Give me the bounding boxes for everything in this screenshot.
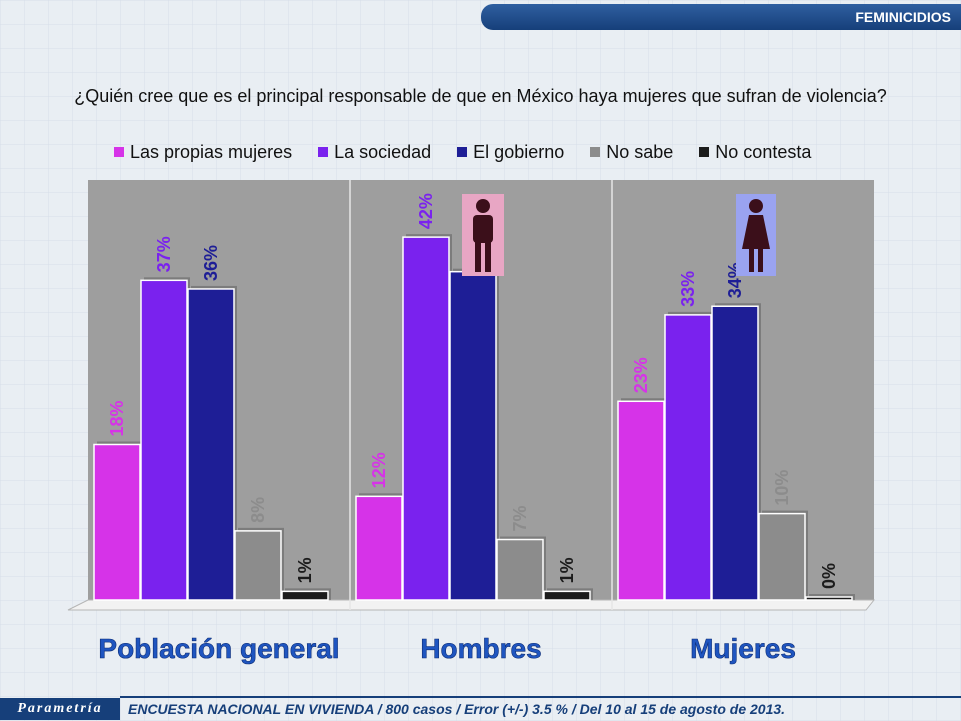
data-label: 8%: [248, 497, 268, 523]
legend-item-las-propias-mujeres: Las propias mujeres: [114, 142, 292, 163]
legend-swatch: [590, 147, 601, 157]
data-label: 18%: [107, 400, 127, 436]
legend-label: No sabe: [606, 141, 674, 162]
woman-icon-leg: [749, 248, 754, 272]
bar: [234, 530, 282, 601]
data-label: 37%: [154, 236, 174, 272]
footer-logo: Parametría: [0, 698, 120, 720]
bar: [496, 538, 544, 601]
category-label: Población general: [98, 633, 339, 664]
category-label: Hombres: [420, 633, 541, 664]
section-tab: FEMINICIDIOS: [481, 4, 961, 30]
bar: [355, 495, 403, 601]
legend-label: La sociedad: [334, 141, 432, 162]
data-label: 33%: [678, 271, 698, 307]
plot-floor: [67, 599, 876, 611]
legend-item-no-sabe: No sabe: [590, 142, 673, 163]
chart-title: ¿Quién cree que es el principal responsa…: [74, 86, 887, 106]
legend-item-la-sociedad: La sociedad: [318, 142, 431, 163]
footer-note: ENCUESTA NACIONAL EN VIVIENDA / 800 caso…: [128, 701, 786, 717]
bar: [664, 314, 712, 601]
woman-icon-dress: [742, 215, 770, 249]
legend-item-el-gobierno: El gobierno: [457, 142, 564, 163]
legend-label: Las propias mujeres: [130, 141, 293, 162]
legend-swatch: [114, 147, 124, 157]
woman-icon: [749, 199, 763, 213]
data-label: 0%: [819, 563, 839, 589]
bar: [758, 512, 806, 601]
legend-swatch: [457, 147, 468, 157]
data-label: 23%: [631, 357, 651, 393]
bar: [140, 279, 188, 601]
bar: [449, 270, 497, 601]
man-icon: [476, 199, 490, 213]
data-label: 36%: [201, 245, 221, 281]
bar: [187, 288, 235, 601]
legend-label: El gobierno: [473, 141, 565, 162]
bar: [402, 236, 450, 601]
legend-swatch: [699, 147, 710, 157]
data-label: 10%: [772, 470, 792, 506]
data-label: 7%: [510, 506, 530, 532]
bar: [617, 400, 665, 601]
bar: [281, 590, 329, 601]
legend-label: No contesta: [715, 141, 812, 162]
legend-item-no-contesta: No contesta: [699, 142, 811, 163]
man-icon-leg: [475, 242, 481, 272]
bar: [543, 590, 591, 601]
data-label: 42%: [416, 193, 436, 229]
bar: [711, 305, 759, 601]
bar: [805, 596, 853, 601]
data-label: 12%: [369, 452, 389, 488]
legend-swatch: [318, 147, 329, 157]
man-icon-body: [473, 215, 493, 243]
data-label: 1%: [557, 557, 577, 583]
woman-icon-leg: [758, 248, 763, 272]
footer-rule: [120, 696, 961, 698]
man-icon-leg: [485, 242, 491, 272]
chart-legend: Las propias mujeres La sociedad El gobie…: [114, 140, 811, 164]
category-label: Mujeres: [690, 633, 796, 664]
bar: [93, 443, 141, 601]
data-label: 1%: [295, 557, 315, 583]
section-tab-label: FEMINICIDIOS: [855, 9, 951, 25]
